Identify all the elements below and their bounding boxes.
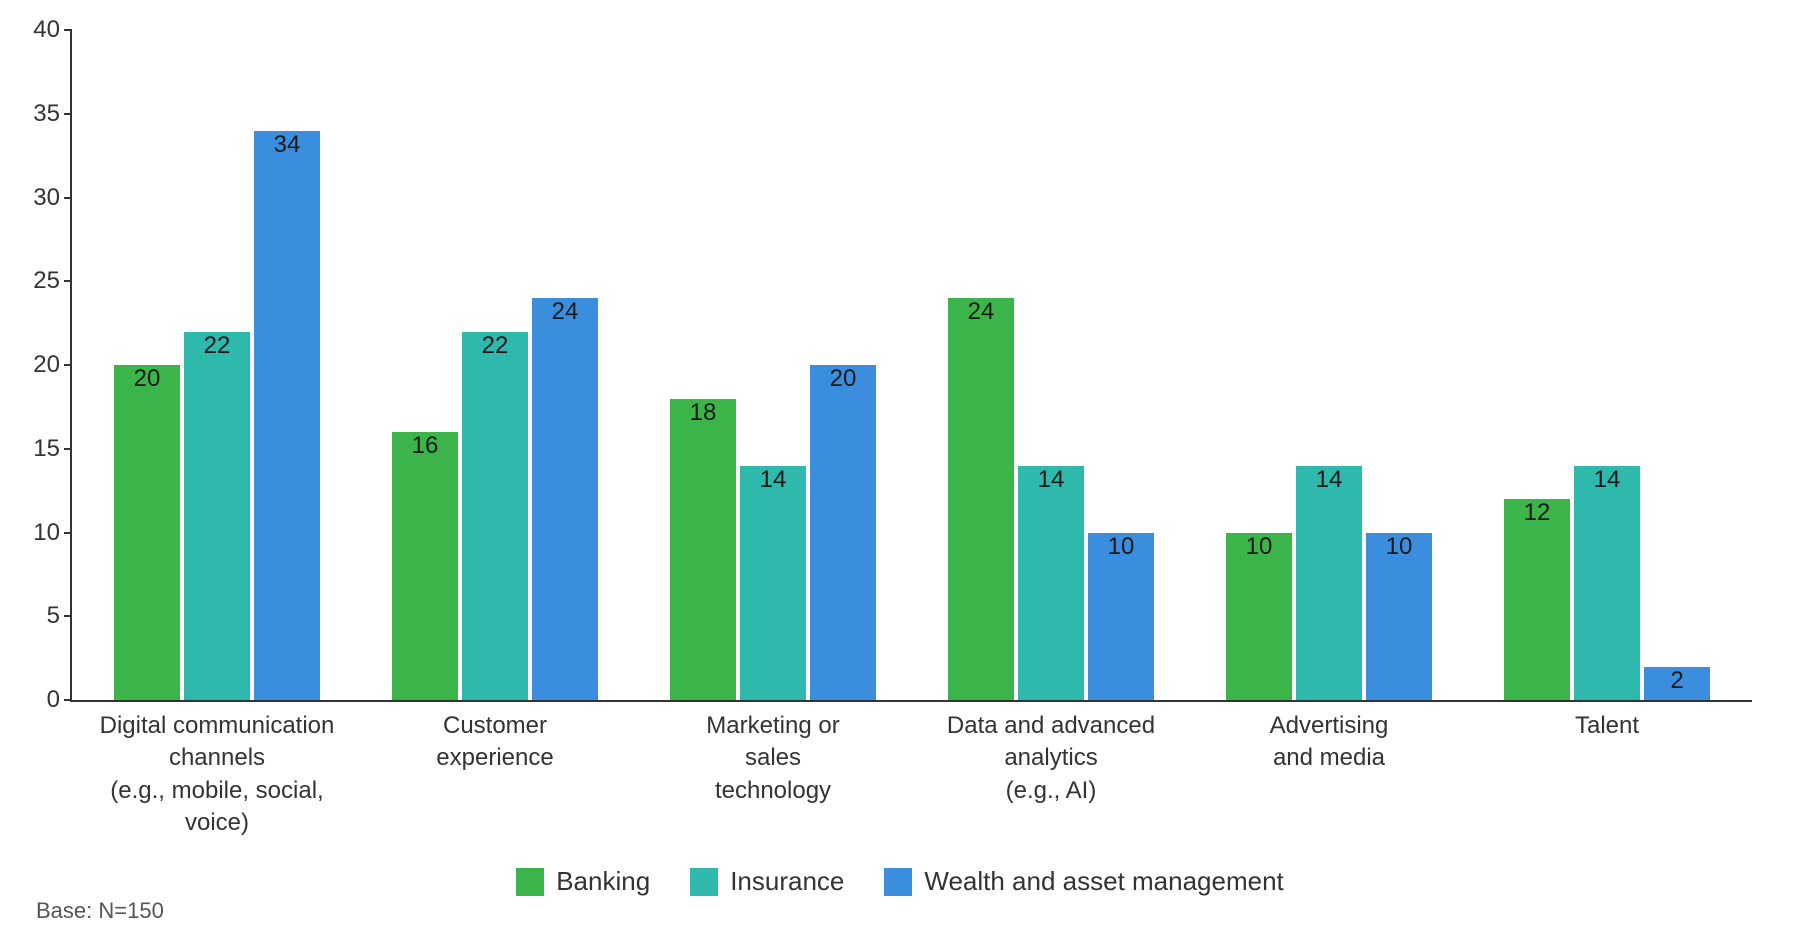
bar-value-label: 2 (1670, 667, 1683, 695)
category-label: Talent (1477, 700, 1737, 742)
bar-insurance: 14 (1574, 466, 1640, 701)
bar-banking: 20 (114, 365, 180, 700)
bar-value-label: 24 (552, 298, 579, 326)
bar-group: 10 14 10 (1226, 30, 1432, 700)
y-tick-mark (64, 699, 72, 701)
bar-value-label: 14 (1038, 466, 1065, 494)
category-label: Data and advancedanalytics(e.g., AI) (921, 700, 1181, 807)
bar-banking: 24 (948, 298, 1014, 700)
bar-insurance: 22 (462, 332, 528, 701)
bar-insurance: 14 (1018, 466, 1084, 701)
category-label: Advertisingand media (1199, 700, 1459, 775)
bar-value-label: 12 (1524, 499, 1551, 527)
category-label: Digital communicationchannels(e.g., mobi… (87, 700, 347, 840)
plot-area: 0510152025303540202234Digital communicat… (70, 30, 1752, 702)
legend: Banking Insurance Wealth and asset managem… (0, 866, 1800, 897)
bar-value-label: 10 (1108, 533, 1135, 561)
bar-wealth: 34 (254, 131, 320, 701)
y-tick-mark (64, 280, 72, 282)
bar-value-label: 18 (690, 399, 717, 427)
chart-container: 0510152025303540202234Digital communicat… (0, 0, 1800, 941)
bar-value-label: 14 (760, 466, 787, 494)
bar-group: 16 22 24 (392, 30, 598, 700)
category-label: Marketing orsalestechnology (643, 700, 903, 807)
bar-value-label: 22 (482, 332, 509, 360)
bar-value-label: 22 (204, 332, 231, 360)
y-tick-mark (64, 29, 72, 31)
bar-value-label: 10 (1246, 533, 1273, 561)
bar-value-label: 10 (1386, 533, 1413, 561)
bar-value-label: 14 (1316, 466, 1343, 494)
bar-value-label: 34 (274, 131, 301, 159)
legend-item-banking: Banking (516, 866, 650, 897)
bar-wealth: 20 (810, 365, 876, 700)
legend-label: Wealth and asset management (924, 866, 1283, 897)
bar-value-label: 20 (830, 365, 857, 393)
bar-insurance: 14 (1296, 466, 1362, 701)
bar-value-label: 16 (412, 432, 439, 460)
bar-insurance: 14 (740, 466, 806, 701)
bar-banking: 16 (392, 432, 458, 700)
y-tick-mark (64, 532, 72, 534)
legend-item-insurance: Insurance (690, 866, 844, 897)
bar-wealth: 10 (1088, 533, 1154, 701)
bar-group: 12 14 2 (1504, 30, 1710, 700)
y-tick-mark (64, 448, 72, 450)
legend-label: Insurance (730, 866, 844, 897)
bar-value-label: 24 (968, 298, 995, 326)
legend-swatch (516, 868, 544, 896)
y-tick-mark (64, 615, 72, 617)
legend-label: Banking (556, 866, 650, 897)
bar-banking: 18 (670, 399, 736, 701)
y-tick-mark (64, 197, 72, 199)
category-label: Customerexperience (365, 700, 625, 775)
bar-group: 20 22 34 (114, 30, 320, 700)
legend-swatch (690, 868, 718, 896)
bar-wealth: 2 (1644, 667, 1710, 701)
bar-value-label: 20 (134, 365, 161, 393)
y-tick-mark (64, 113, 72, 115)
bar-wealth: 24 (532, 298, 598, 700)
bar-banking: 12 (1504, 499, 1570, 700)
bar-insurance: 22 (184, 332, 250, 701)
footnote: Base: N=150 (36, 898, 164, 924)
bar-wealth: 10 (1366, 533, 1432, 701)
bar-value-label: 14 (1594, 466, 1621, 494)
bar-banking: 10 (1226, 533, 1292, 701)
bar-group: 18 14 20 (670, 30, 876, 700)
y-tick-mark (64, 364, 72, 366)
bar-group: 24 14 10 (948, 30, 1154, 700)
legend-swatch (884, 868, 912, 896)
legend-item-wealth: Wealth and asset management (884, 866, 1283, 897)
